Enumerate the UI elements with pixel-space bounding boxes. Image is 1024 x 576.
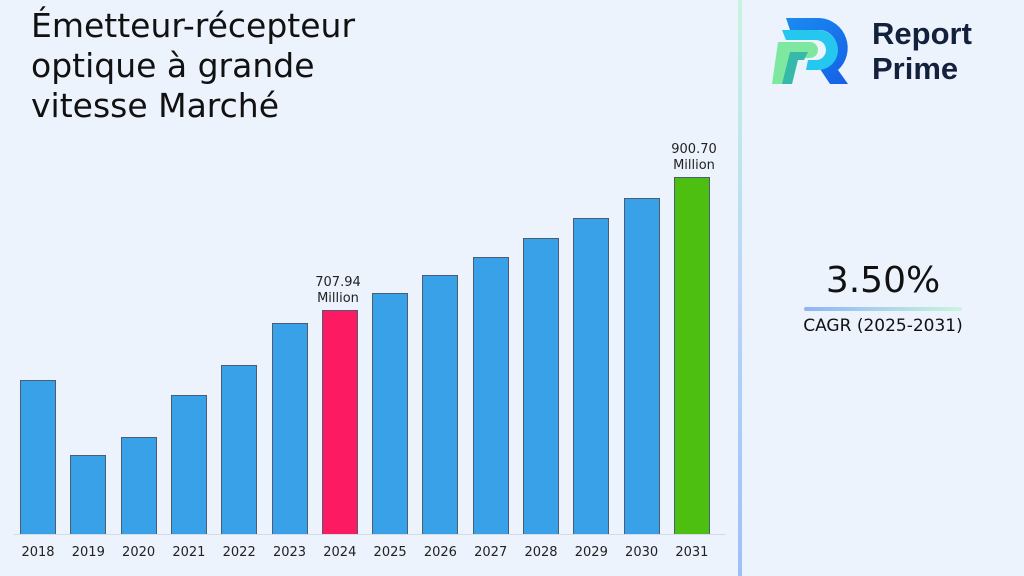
bar-2028 [523, 237, 559, 534]
bar-2020 [120, 436, 157, 534]
bar-2021 [170, 395, 207, 534]
x-tick-label-2030: 2030 [625, 545, 659, 560]
x-tick-label-2023: 2023 [272, 545, 307, 560]
panel-divider [738, 0, 742, 576]
report-prime-r-icon [772, 18, 848, 84]
bar-2030 [623, 197, 660, 534]
value-label-2024-unit: Million [317, 291, 359, 306]
x-tick-label-2029: 2029 [574, 545, 608, 560]
cagr-panel: 3.50% CAGR (2025-2031) [800, 258, 966, 337]
logo-text: Report Prime [872, 16, 972, 86]
logo-text-line2: Prime [872, 51, 959, 86]
bar-2023 [271, 322, 308, 534]
bar-chart: 707.94 Million 900.70 Million 2018 2019 20… [14, 142, 734, 560]
x-tick-label-2019: 2019 [71, 545, 105, 560]
value-label-2024-number: 707.94 [315, 275, 361, 290]
x-axis-line [14, 534, 726, 535]
bar-2031 [673, 176, 710, 534]
bar-2026 [422, 275, 459, 534]
cagr-label: CAGR (2025-2031) [803, 316, 963, 336]
cagr-value: 3.50% [825, 260, 941, 301]
bar-2024 [321, 309, 358, 534]
x-tick-label-2021: 2021 [172, 545, 206, 560]
value-label-2031: 900.70 Million [654, 142, 734, 174]
value-label-2024: 707.94 Million [298, 275, 378, 307]
bar-2018 [20, 379, 56, 534]
page-title: Émetteur-récepteur optique à grande vite… [31, 6, 356, 125]
x-tick-label-2027: 2027 [474, 545, 508, 560]
cagr-underline [804, 307, 962, 311]
bar-2022 [221, 364, 258, 534]
x-tick-label-2024: 2024 [323, 545, 357, 560]
x-tick-label-2020: 2020 [122, 545, 156, 560]
x-tick-label-2031: 2031 [675, 545, 709, 560]
bar-2029 [573, 218, 610, 534]
bar-2027 [472, 256, 509, 534]
value-label-2031-unit: Million [673, 158, 715, 173]
x-tick-label-2025: 2025 [373, 545, 407, 560]
value-label-2031-number: 900.70 [671, 142, 717, 157]
x-tick-label-2018: 2018 [21, 545, 55, 560]
bar-2025 [372, 292, 409, 534]
x-tick-label-2028: 2028 [524, 545, 558, 560]
logo-text-line1: Report [872, 16, 972, 51]
x-tick-label-2026: 2026 [423, 545, 457, 560]
report-prime-logo: Report Prime [768, 14, 1008, 90]
bar-2019 [70, 454, 107, 534]
x-tick-label-2022: 2022 [222, 545, 256, 560]
